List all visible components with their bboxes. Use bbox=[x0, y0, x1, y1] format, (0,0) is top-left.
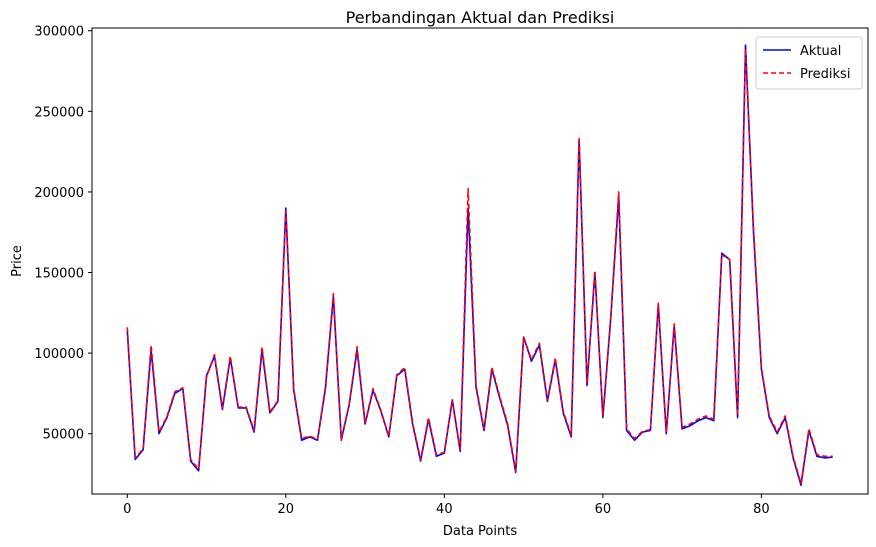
y-axis-label: Price bbox=[10, 245, 25, 277]
x-tick-label: 0 bbox=[123, 502, 131, 517]
y-tick-label: 300000 bbox=[34, 25, 84, 40]
y-axis: 50000 100000 150000 200000 250000 300000 bbox=[34, 25, 92, 443]
legend-label-aktual: Aktual bbox=[800, 44, 841, 59]
y-tick-label: 250000 bbox=[34, 105, 84, 120]
series-line-aktual bbox=[126, 44, 833, 487]
x-tick-label: 40 bbox=[436, 502, 453, 517]
series-line-prediksi bbox=[126, 47, 833, 485]
chart-title: Perbandingan Aktual dan Prediksi bbox=[346, 8, 615, 27]
legend: Aktual Prediksi bbox=[755, 36, 863, 90]
y-tick-label: 150000 bbox=[34, 267, 84, 282]
x-tick-label: 60 bbox=[595, 502, 612, 517]
x-tick-label: 80 bbox=[753, 502, 770, 517]
x-axis-label: Data Points bbox=[443, 524, 517, 539]
x-tick-label: 20 bbox=[278, 502, 295, 517]
legend-label-prediksi: Prediksi bbox=[800, 67, 850, 82]
y-tick-label: 200000 bbox=[34, 186, 84, 201]
y-tick-label: 100000 bbox=[34, 347, 84, 362]
plot-area bbox=[126, 44, 833, 487]
x-axis: 0 20 40 60 80 bbox=[123, 494, 770, 517]
y-tick-label: 50000 bbox=[43, 428, 84, 443]
axes-frame bbox=[91, 27, 869, 495]
